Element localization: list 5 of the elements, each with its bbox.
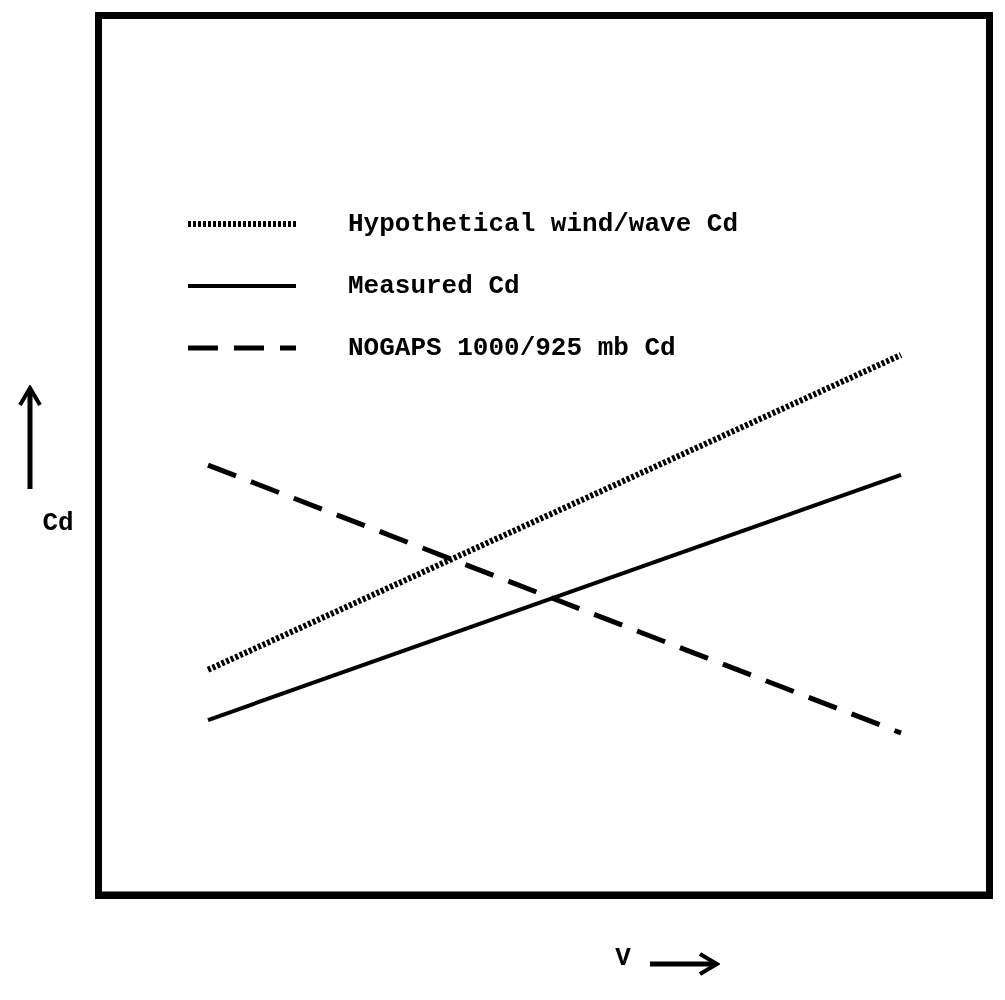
legend-label: Hypothetical wind/wave Cd	[348, 209, 739, 239]
y-axis-title: Cd	[41, 508, 75, 538]
legend-label: NOGAPS 1000/925 mb Cd	[348, 333, 676, 363]
x-axis-title: V	[614, 943, 632, 973]
legend-label: Measured Cd	[348, 271, 520, 301]
